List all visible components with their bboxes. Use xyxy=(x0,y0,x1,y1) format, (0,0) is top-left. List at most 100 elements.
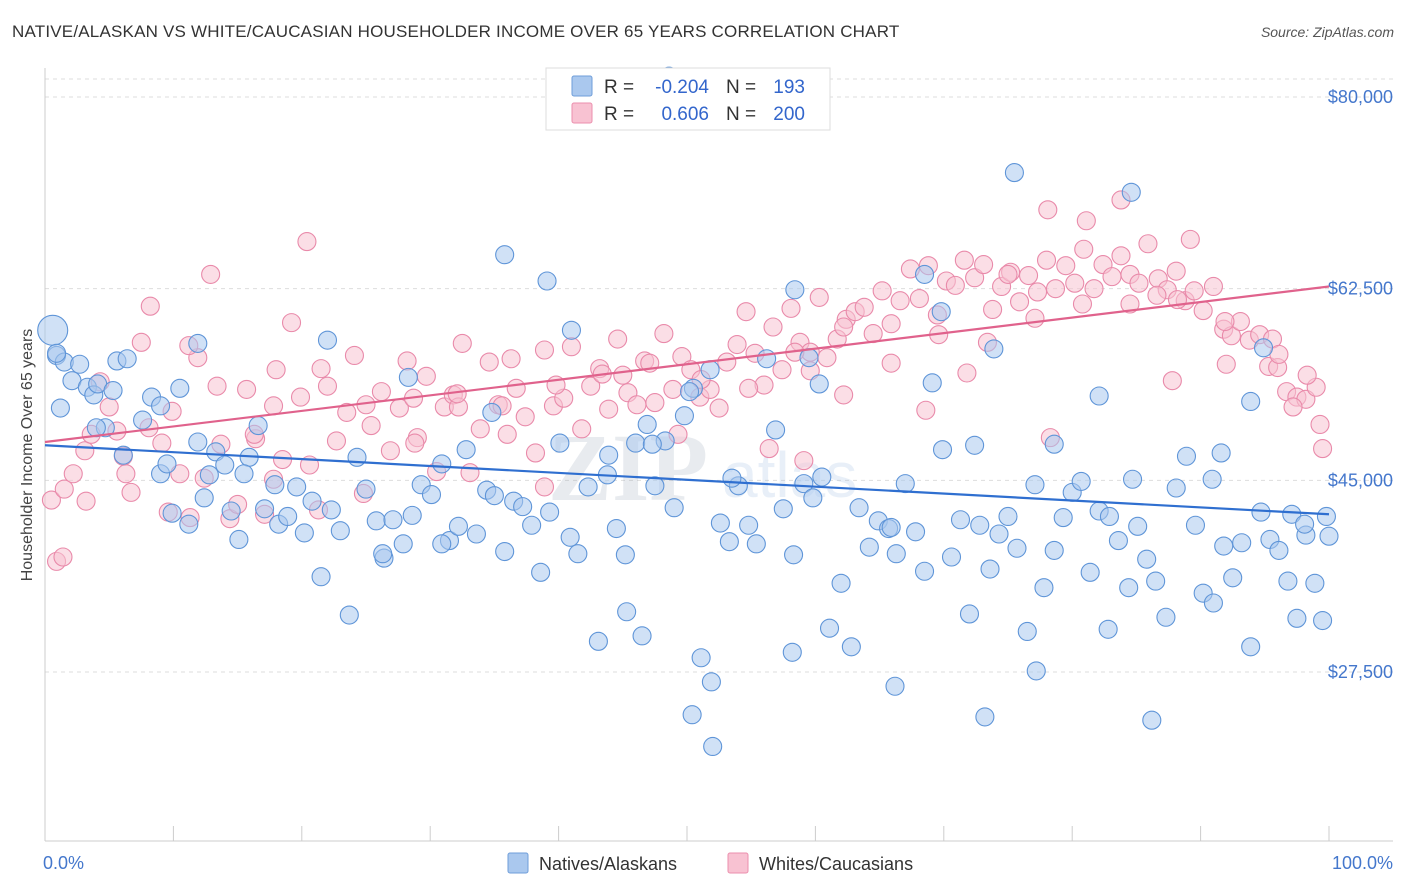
data-point xyxy=(151,396,171,416)
data-point xyxy=(41,490,61,510)
data-point xyxy=(456,440,476,460)
data-point xyxy=(281,313,302,333)
data-point xyxy=(76,491,96,511)
data-point xyxy=(501,349,521,369)
data-point xyxy=(432,454,452,474)
data-point xyxy=(1166,261,1186,281)
data-point xyxy=(932,440,953,460)
data-point xyxy=(1216,354,1236,374)
data-point xyxy=(754,375,774,395)
data-point xyxy=(1025,308,1045,328)
data-point xyxy=(1099,506,1119,527)
data-point xyxy=(772,360,792,380)
data-point xyxy=(812,467,832,487)
series-legend: Natives/Alaskans Whites/Caucasians xyxy=(507,852,913,874)
data-point xyxy=(321,500,341,520)
data-point xyxy=(265,475,285,495)
data-point xyxy=(337,402,357,422)
data-point xyxy=(1223,568,1243,588)
data-point xyxy=(1283,397,1303,417)
data-point xyxy=(945,275,965,295)
data-point xyxy=(302,491,322,511)
data-point xyxy=(221,501,241,521)
data-point xyxy=(495,245,515,265)
data-point xyxy=(448,516,468,536)
data-point xyxy=(739,378,759,398)
data-point xyxy=(1313,439,1333,459)
legend-n-label-1: N = xyxy=(726,77,756,98)
trend-line-natives-alaskans xyxy=(44,444,1330,516)
data-point xyxy=(950,510,971,530)
data-point xyxy=(859,537,879,557)
data-point xyxy=(957,363,977,383)
data-point xyxy=(1295,514,1315,534)
data-point xyxy=(356,479,376,499)
y-axis-tick-labels: $27,500 $45,000 $62,500 $80,000 xyxy=(1328,87,1393,682)
data-point xyxy=(170,378,190,398)
data-point xyxy=(1010,292,1030,312)
data-point xyxy=(1071,471,1091,491)
data-point xyxy=(344,345,364,366)
data-point xyxy=(317,330,338,350)
data-point xyxy=(1102,267,1122,287)
data-point xyxy=(103,380,123,401)
data-point xyxy=(466,524,486,544)
data-point xyxy=(152,433,172,453)
y-tick-label: $80,000 xyxy=(1328,87,1393,107)
data-point xyxy=(975,707,995,727)
data-point xyxy=(831,573,851,593)
data-point xyxy=(717,352,737,372)
data-point xyxy=(1044,434,1064,454)
data-point xyxy=(1025,475,1045,495)
data-point xyxy=(627,395,647,415)
data-point xyxy=(578,477,598,497)
data-point xyxy=(170,464,190,484)
watermark-atlas: atlas xyxy=(722,439,857,511)
data-point xyxy=(606,518,626,539)
data-point xyxy=(397,351,417,371)
data-point xyxy=(157,454,177,474)
data-point xyxy=(799,348,819,368)
data-point xyxy=(941,547,962,567)
data-point xyxy=(1310,414,1330,435)
data-point xyxy=(916,400,936,420)
data-point xyxy=(922,373,942,393)
data-point xyxy=(794,451,814,471)
data-point xyxy=(561,337,581,357)
data-point xyxy=(1111,246,1131,266)
data-point xyxy=(188,432,208,452)
data-point xyxy=(663,379,683,399)
data-point xyxy=(895,474,915,494)
data-point xyxy=(460,463,480,483)
data-point xyxy=(484,486,504,506)
data-point xyxy=(53,547,73,567)
data-point xyxy=(560,527,580,547)
data-point xyxy=(248,416,268,436)
data-point xyxy=(215,455,235,475)
data-point xyxy=(637,414,657,435)
data-point xyxy=(287,477,307,497)
data-point xyxy=(885,676,905,696)
data-point xyxy=(781,298,801,318)
data-point xyxy=(1056,256,1076,276)
data-point xyxy=(1038,200,1058,220)
data-point xyxy=(1297,365,1317,385)
data-point xyxy=(37,314,69,346)
data-point xyxy=(1129,273,1149,293)
data-point xyxy=(1203,276,1223,297)
data-point xyxy=(1162,371,1182,391)
data-point xyxy=(1142,710,1162,730)
data-point xyxy=(1036,250,1057,270)
bottom-legend-swatch-natives xyxy=(507,852,529,874)
data-point xyxy=(255,499,275,519)
data-point xyxy=(1185,515,1206,535)
data-point xyxy=(99,397,119,417)
data-point xyxy=(1121,182,1141,202)
data-point xyxy=(642,434,662,454)
data-point xyxy=(746,534,766,554)
chart-title: NATIVE/ALASKAN VS WHITE/CAUCASIAN HOUSEH… xyxy=(12,22,900,41)
data-point xyxy=(497,424,517,444)
data-point xyxy=(1138,234,1158,254)
data-point xyxy=(727,334,747,355)
